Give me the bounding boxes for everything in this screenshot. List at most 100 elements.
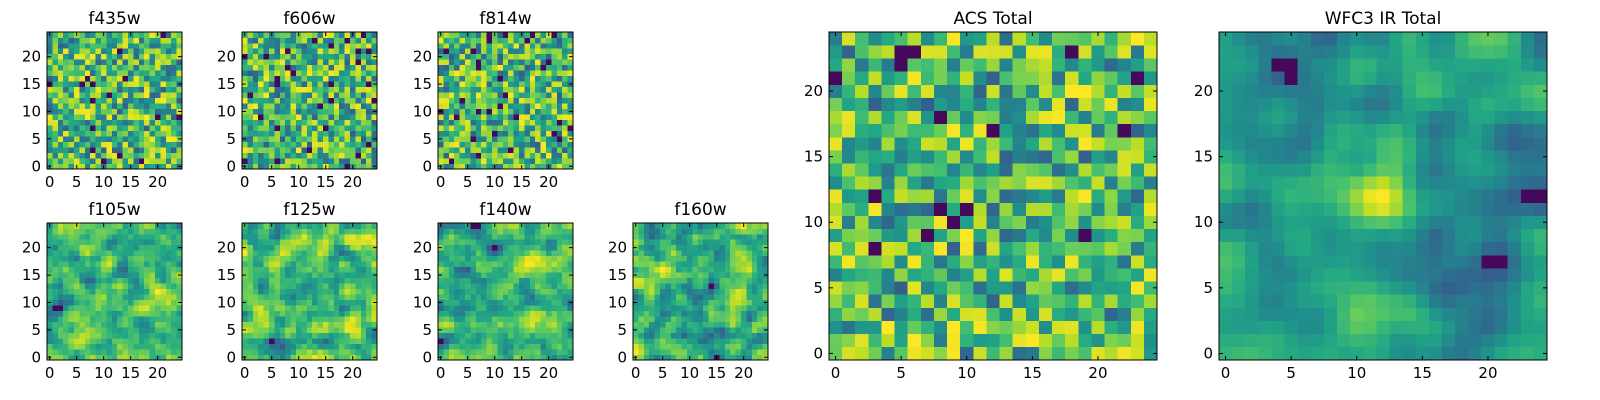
heatmap-cell xyxy=(947,346,961,361)
heatmap-cell xyxy=(973,228,987,243)
heatmap-cell xyxy=(317,277,324,284)
heatmap-cell xyxy=(269,42,275,49)
heatmap-cell xyxy=(252,327,259,333)
heatmap-cell xyxy=(133,32,140,38)
heatmap-cell xyxy=(138,108,145,115)
heatmap-cell xyxy=(762,321,769,328)
heatmap-cell xyxy=(551,261,558,268)
heatmap-cell xyxy=(475,261,482,268)
heatmap-cell xyxy=(519,53,525,60)
heatmap-cell xyxy=(371,223,378,229)
heatmap-cell xyxy=(724,261,731,268)
heatmap-cell xyxy=(638,255,645,262)
heatmap-cell xyxy=(714,255,720,262)
heatmap-cell xyxy=(920,307,935,321)
heatmap-cell xyxy=(519,59,525,66)
heatmap-cell xyxy=(301,163,308,170)
heatmap-cell xyxy=(933,333,948,348)
heatmap-cell xyxy=(263,163,270,170)
heatmap-cell xyxy=(79,310,86,317)
heatmap-cell xyxy=(350,316,356,322)
heatmap-cell xyxy=(149,136,156,142)
heatmap-cell xyxy=(350,53,356,60)
heatmap-cell xyxy=(497,343,504,350)
heatmap-cell xyxy=(1038,215,1053,230)
heatmap-cell xyxy=(360,147,367,153)
heatmap-cell xyxy=(497,261,504,268)
heatmap-cell xyxy=(540,37,547,44)
heatmap-cell xyxy=(149,141,156,148)
y-tick-label: 15 xyxy=(217,266,236,284)
heatmap-cell xyxy=(1091,189,1105,203)
heatmap-cell xyxy=(74,255,80,262)
heatmap-cell xyxy=(1143,320,1158,335)
heatmap-cell xyxy=(371,147,378,153)
heatmap-cell xyxy=(122,53,129,60)
heatmap-cell xyxy=(128,152,134,159)
heatmap-cell xyxy=(128,125,134,131)
heatmap-cell xyxy=(638,327,645,333)
heatmap-cell xyxy=(333,59,340,66)
heatmap-cell xyxy=(52,163,59,170)
heatmap-cell xyxy=(654,294,661,301)
heatmap-cell xyxy=(344,136,351,142)
heatmap-cell xyxy=(676,299,682,306)
heatmap-cell xyxy=(933,281,948,295)
heatmap-cell xyxy=(279,37,286,44)
heatmap-cell xyxy=(111,163,118,170)
heatmap-cell xyxy=(323,125,329,131)
heatmap-cell xyxy=(443,48,450,55)
heatmap-cell xyxy=(567,332,574,339)
heatmap-cell xyxy=(947,320,961,335)
heatmap-cell xyxy=(973,307,987,321)
y-tick-label: 10 xyxy=(413,293,432,311)
heatmap-cell xyxy=(247,255,254,262)
heatmap-cell xyxy=(74,228,80,235)
heatmap-cell xyxy=(128,332,134,339)
heatmap-cell xyxy=(676,294,682,301)
heatmap-cell xyxy=(79,130,86,137)
heatmap-cell xyxy=(735,343,742,350)
heatmap-cell xyxy=(252,64,259,71)
heatmap-cell xyxy=(84,48,91,55)
heatmap-cell xyxy=(502,310,509,317)
heatmap-cell xyxy=(306,299,313,306)
heatmap-cell xyxy=(128,37,134,44)
heatmap-cell xyxy=(757,277,763,284)
heatmap-cell xyxy=(160,141,167,148)
heatmap-cell xyxy=(360,32,367,38)
heatmap-cell xyxy=(323,294,329,301)
heatmap-cell xyxy=(144,92,150,99)
heatmap-cell xyxy=(497,223,504,229)
heatmap-cell xyxy=(79,250,86,257)
heatmap-cell xyxy=(171,64,177,71)
heatmap-cell xyxy=(138,299,145,306)
heatmap-cell xyxy=(497,70,504,77)
heatmap-cell xyxy=(242,103,248,110)
heatmap-cell xyxy=(160,119,167,126)
heatmap-cell xyxy=(74,97,80,104)
heatmap-cell xyxy=(79,305,86,311)
heatmap-cell xyxy=(279,163,286,170)
heatmap-cell xyxy=(138,37,145,44)
heatmap-cell xyxy=(508,86,514,93)
heatmap-cell xyxy=(1012,294,1027,308)
heatmap-cell xyxy=(486,42,493,49)
heatmap-cell xyxy=(757,288,763,295)
heatmap-cell xyxy=(106,354,113,361)
heatmap-cell xyxy=(279,299,286,306)
heatmap-cell xyxy=(344,294,351,301)
heatmap-cell xyxy=(665,250,672,257)
y-tick-label: 20 xyxy=(217,239,236,257)
heatmap-cell xyxy=(1025,281,1040,295)
heatmap-cell xyxy=(497,272,504,279)
heatmap-cell xyxy=(524,92,531,99)
heatmap-cell xyxy=(306,48,313,55)
heatmap-cell xyxy=(562,152,568,159)
heatmap-cell xyxy=(138,310,145,317)
heatmap-cell xyxy=(502,223,509,229)
heatmap-cell xyxy=(328,147,335,153)
heatmap-cell xyxy=(323,86,329,93)
heatmap-cell xyxy=(1012,189,1027,203)
